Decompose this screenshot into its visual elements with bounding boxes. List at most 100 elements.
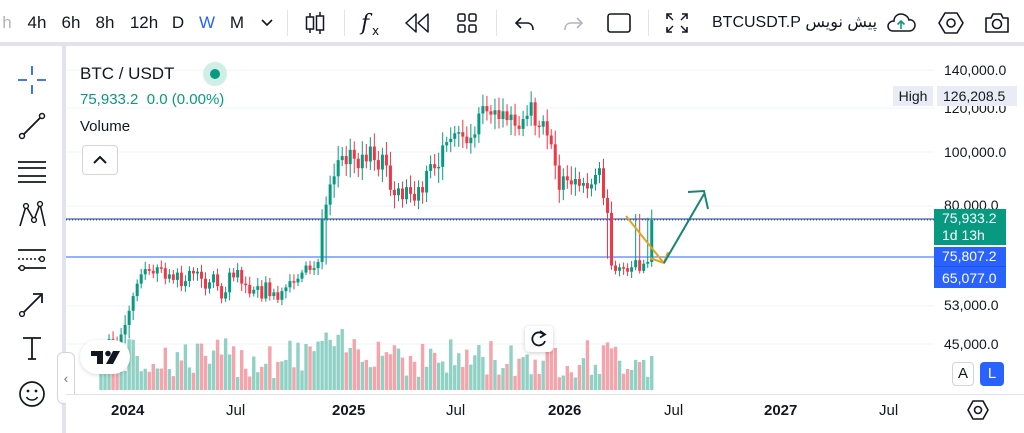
down-arrow-line bbox=[625, 215, 664, 263]
trend-line-icon[interactable] bbox=[14, 108, 50, 144]
candle-body bbox=[256, 286, 260, 290]
log-scale-button[interactable]: L bbox=[980, 362, 1004, 386]
volume-bar bbox=[304, 343, 308, 390]
crosshair-icon[interactable] bbox=[14, 62, 50, 98]
volume-bar bbox=[151, 363, 155, 390]
emoji-icon[interactable] bbox=[14, 376, 50, 412]
candle-body bbox=[413, 193, 417, 201]
interval-12h[interactable]: 12h bbox=[129, 13, 159, 32]
volume-bar bbox=[135, 355, 139, 390]
interval-dropdown-chevron-icon[interactable] bbox=[256, 8, 278, 38]
interval-6h[interactable]: 6h bbox=[61, 13, 81, 32]
tradingview-logo[interactable] bbox=[80, 340, 130, 374]
candle-body bbox=[589, 184, 593, 189]
level-price-tag: 75,807.2 bbox=[934, 247, 1006, 266]
time-axis[interactable] bbox=[66, 394, 1024, 433]
volume-bar bbox=[489, 341, 493, 390]
volume-bar bbox=[296, 342, 300, 390]
candle-body bbox=[461, 132, 465, 137]
legend-values: 75,933.2 0.0 (0.00%) bbox=[80, 91, 224, 108]
text-tool-icon[interactable] bbox=[14, 330, 50, 366]
candle-body bbox=[549, 135, 553, 145]
volume-bar bbox=[123, 370, 127, 390]
volume-bar bbox=[219, 354, 224, 390]
level-price-tag: 65,077.0 bbox=[934, 266, 1006, 288]
volume-bar bbox=[597, 373, 602, 390]
volume-bar bbox=[549, 344, 553, 390]
symbol-label[interactable]: پیش نویس BTCUSDT.P bbox=[712, 14, 878, 31]
candle-body bbox=[622, 267, 626, 269]
volume-bar bbox=[609, 348, 614, 390]
candle-body bbox=[147, 269, 151, 271]
candle-body bbox=[545, 121, 549, 136]
candle-body bbox=[304, 265, 308, 273]
interval-d[interactable]: D bbox=[171, 13, 185, 32]
candle-body bbox=[509, 114, 513, 121]
redo-icon[interactable] bbox=[558, 8, 588, 38]
volume-bar bbox=[533, 359, 537, 390]
interval-1h[interactable]: h bbox=[2, 13, 12, 32]
reset-chart-button[interactable] bbox=[525, 326, 553, 352]
camera-snapshot-icon[interactable] bbox=[982, 8, 1012, 38]
volume-bar bbox=[589, 374, 594, 390]
candle-body bbox=[646, 261, 650, 264]
arrow-tool-icon[interactable] bbox=[14, 286, 50, 322]
auto-scale-button[interactable]: A bbox=[952, 362, 974, 386]
tv-logo-icon bbox=[91, 350, 120, 364]
candle-body bbox=[565, 176, 569, 181]
candle-body bbox=[533, 102, 537, 126]
horizontal-lines-icon[interactable] bbox=[14, 154, 50, 190]
candle-body bbox=[561, 176, 565, 190]
candle-body bbox=[618, 267, 622, 271]
interval-w[interactable]: W bbox=[198, 13, 216, 32]
forecast-projection-icon[interactable] bbox=[14, 242, 50, 278]
volume-bar bbox=[175, 352, 180, 390]
volume-bar bbox=[364, 359, 369, 390]
pattern-icon[interactable] bbox=[14, 198, 50, 234]
volume-legend[interactable]: Volume bbox=[80, 118, 131, 135]
volume-bar bbox=[453, 365, 457, 390]
volume-bar bbox=[642, 359, 646, 390]
scroll-left-handle[interactable]: ‹ bbox=[57, 352, 75, 404]
volume-bar bbox=[159, 368, 163, 390]
forecast-arrows[interactable] bbox=[625, 189, 709, 265]
volume-bar bbox=[617, 360, 622, 390]
volume-bar bbox=[231, 346, 236, 390]
layout-grid-icon[interactable] bbox=[452, 8, 482, 38]
candle-body bbox=[200, 271, 203, 279]
expand-icon[interactable] bbox=[662, 8, 692, 38]
collapse-legend-button[interactable] bbox=[82, 145, 118, 175]
candle-body bbox=[308, 265, 312, 270]
volume-bar bbox=[621, 373, 626, 390]
interval-m[interactable]: M bbox=[229, 13, 245, 32]
symbol-title[interactable]: BTC / USDT bbox=[80, 64, 175, 83]
candle-body bbox=[332, 176, 336, 185]
settings-hexagon-icon[interactable] bbox=[936, 8, 966, 38]
candle-body bbox=[360, 154, 364, 169]
market-status-dot[interactable] bbox=[203, 62, 227, 86]
candle-body bbox=[513, 114, 517, 126]
interval-4h[interactable]: 4h bbox=[27, 13, 47, 32]
replay-rewind-icon[interactable] bbox=[400, 8, 434, 38]
price-label: 45,000.0 bbox=[944, 336, 999, 352]
interval-8h[interactable]: 8h bbox=[95, 13, 115, 32]
candle-body bbox=[429, 164, 433, 171]
undo-icon[interactable] bbox=[510, 8, 540, 38]
fullscreen-rectangle-icon[interactable] bbox=[604, 8, 634, 38]
candle-body bbox=[280, 291, 284, 300]
candles-chart-type-icon[interactable] bbox=[300, 8, 330, 38]
volume-bar bbox=[235, 377, 240, 390]
candle-body bbox=[220, 286, 224, 299]
candle-body bbox=[445, 142, 449, 146]
cloud-save-icon[interactable] bbox=[884, 8, 918, 38]
candle-body bbox=[328, 184, 332, 205]
volume-bar bbox=[344, 352, 348, 390]
price-chart[interactable] bbox=[66, 46, 934, 394]
volume-bar bbox=[449, 339, 453, 390]
time-label: Jul bbox=[879, 402, 899, 419]
axis-settings-icon[interactable] bbox=[966, 398, 990, 422]
candle-body bbox=[216, 274, 220, 287]
volume-bar bbox=[404, 375, 409, 390]
